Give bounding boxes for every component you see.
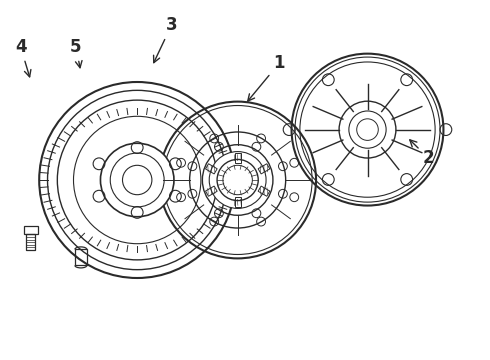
Bar — [235, 197, 241, 207]
Bar — [75, 249, 87, 265]
Text: 2: 2 — [410, 140, 435, 167]
Bar — [26, 234, 35, 250]
Bar — [24, 226, 38, 234]
Circle shape — [39, 82, 235, 278]
Bar — [258, 186, 270, 196]
Circle shape — [209, 152, 266, 208]
Text: 4: 4 — [15, 38, 31, 77]
Text: 3: 3 — [153, 16, 177, 63]
Bar — [258, 164, 270, 174]
Circle shape — [100, 143, 174, 217]
Circle shape — [159, 102, 316, 258]
Bar — [235, 153, 241, 163]
Bar — [205, 164, 217, 174]
Bar — [205, 186, 217, 196]
Circle shape — [292, 54, 443, 206]
Text: 5: 5 — [70, 38, 82, 68]
Text: 1: 1 — [248, 54, 285, 101]
